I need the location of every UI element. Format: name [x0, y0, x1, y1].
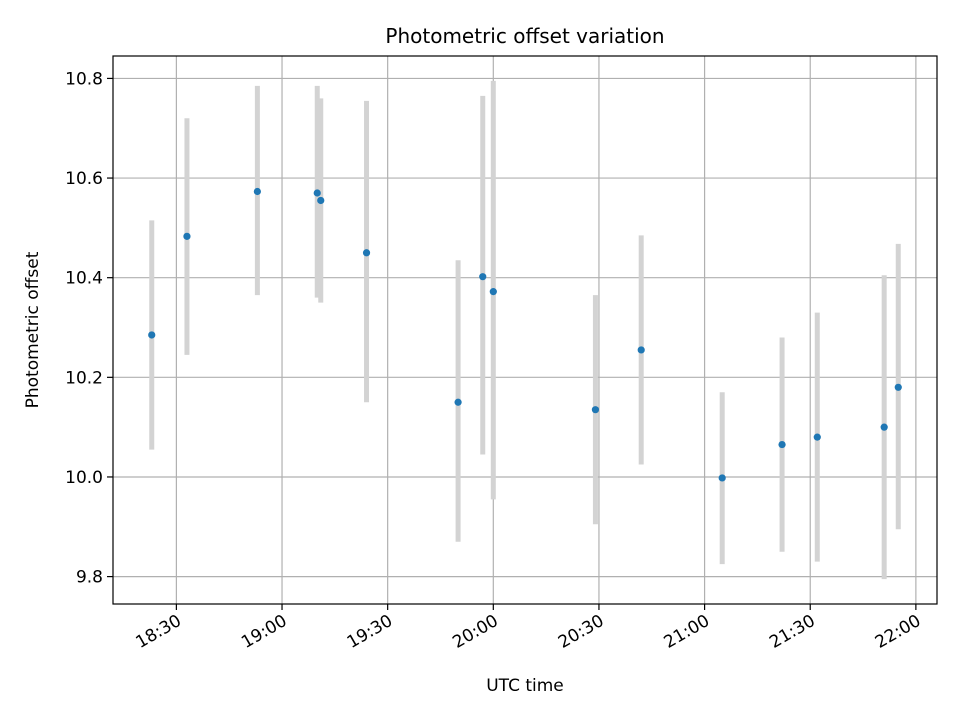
- data-point: [489, 288, 497, 296]
- data-point: [317, 196, 325, 205]
- x-axis-label: UTC time: [486, 676, 564, 696]
- y-tick-label: 10.2: [65, 368, 103, 388]
- plot-frame: [112, 55, 938, 605]
- data-point: [637, 346, 645, 354]
- data-point: [454, 398, 462, 406]
- data-point: [813, 433, 821, 441]
- data-point: [362, 249, 371, 257]
- y-tick-label: 9.8: [76, 568, 103, 588]
- chart-title: Photometric offset variation: [385, 24, 664, 48]
- data-point: [253, 187, 261, 196]
- data-point: [313, 189, 321, 197]
- y-tick-label: 10.6: [65, 169, 103, 189]
- data-point: [718, 474, 726, 482]
- y-tick-label: 10.4: [65, 269, 103, 289]
- y-tick-label: 10.8: [65, 69, 103, 89]
- data-point: [880, 423, 888, 431]
- y-axis-label: Photometric offset: [23, 251, 43, 408]
- data-point: [894, 383, 902, 391]
- y-axis-ticks: 9.8 10.0 10.2 10.4 10.6 10.8: [65, 69, 113, 588]
- data-point: [591, 406, 600, 414]
- grid: [113, 56, 937, 604]
- data-point: [479, 273, 487, 281]
- data-point: [148, 331, 156, 339]
- y-tick-label: 10.0: [65, 468, 103, 488]
- data-point: [183, 232, 191, 240]
- data-points: [148, 187, 902, 482]
- data-point: [778, 440, 786, 449]
